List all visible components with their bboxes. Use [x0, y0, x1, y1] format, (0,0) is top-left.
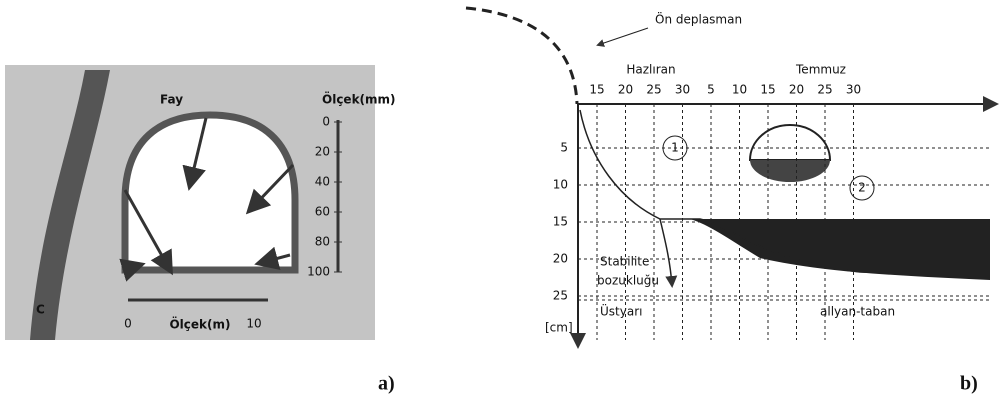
scale-tick-label: 40: [315, 175, 330, 189]
section-sketch: [750, 125, 830, 160]
annotation: Ön deplasman: [655, 11, 742, 27]
y-unit: [cm]: [545, 321, 573, 335]
y-tick-label: 25: [553, 289, 568, 303]
stage-label: allyan-taban: [820, 305, 895, 319]
scale-tick-label: 10: [246, 317, 261, 331]
y-tick-label: 20: [553, 252, 568, 266]
x-tick-label: 20: [789, 83, 804, 97]
instability-label: Stabilite: [600, 255, 649, 269]
pre-displacement-curve: [466, 8, 577, 104]
x-tick-label: 5: [707, 83, 715, 97]
month-label: Hazlıran: [626, 63, 675, 77]
month-label: Temmuz: [795, 63, 846, 77]
y-tick-label: 15: [553, 215, 568, 229]
panel-label: b): [960, 373, 978, 395]
x-tick-label: 15: [760, 83, 775, 97]
y-tick-label: 5: [560, 141, 568, 155]
tunnel-section: [125, 115, 295, 270]
fault-label: Fay: [160, 93, 183, 107]
instability-label: bozukluğu: [597, 274, 659, 288]
vertical-scale-title: Ölçek(mm): [322, 92, 396, 107]
horizontal-scale-title: Ölçek(m): [169, 317, 230, 332]
section-sketch-bottom: [750, 160, 830, 182]
scale-tick-label: 0: [124, 317, 132, 331]
x-tick-label: 30: [846, 83, 861, 97]
stage-label: Üstyarı: [600, 303, 642, 319]
scale-tick-label: 0: [322, 115, 330, 129]
x-tick-label: 25: [817, 83, 832, 97]
x-tick-label: 30: [675, 83, 690, 97]
page: Fay Ölçek(mm) Ölçek(m) C a) 1 2 Ön depla…: [0, 0, 1000, 407]
scale-tick-label: 20: [315, 145, 330, 159]
scale-tick-label: 60: [315, 205, 330, 219]
callout: 2: [858, 181, 866, 195]
marker: C: [36, 303, 45, 317]
annotation-arrow: [598, 28, 648, 45]
scale-tick-label: 100: [307, 265, 330, 279]
x-tick-label: 15: [589, 83, 604, 97]
settlement-area: [578, 219, 990, 280]
x-tick-label: 10: [732, 83, 747, 97]
scale-tick-label: 80: [315, 235, 330, 249]
y-tick-label: 10: [553, 178, 568, 192]
x-tick-label: 25: [646, 83, 661, 97]
x-tick-label: 20: [618, 83, 633, 97]
figure: Fay Ölçek(mm) Ölçek(m) C a) 1 2 Ön depla…: [0, 0, 1000, 407]
instability-curve: [660, 219, 672, 285]
panel-label: a): [378, 373, 395, 395]
